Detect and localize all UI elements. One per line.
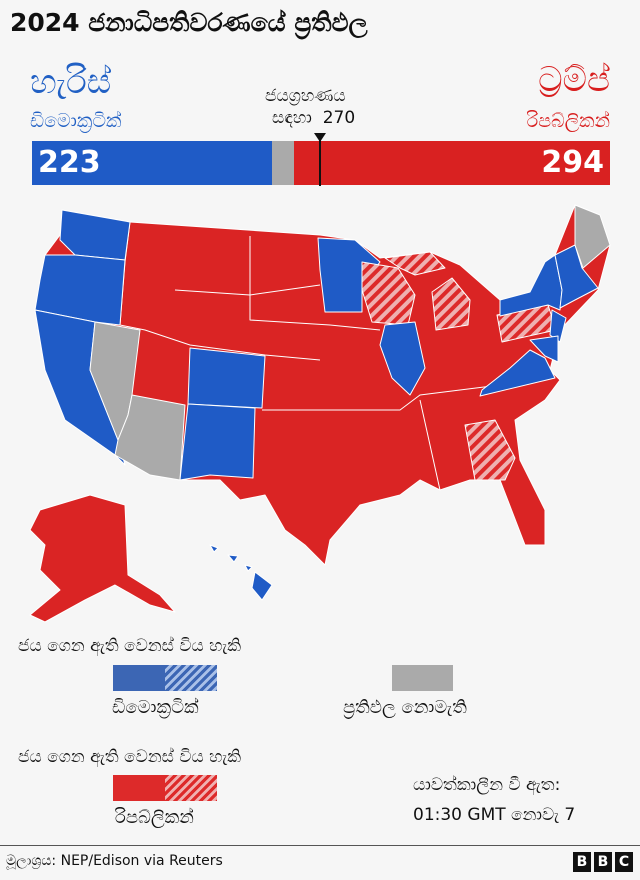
state-HI: [209, 544, 273, 601]
state-MI-upper: [384, 251, 446, 276]
dem-bar-segment: [32, 141, 272, 185]
legend-none-label: ප්‍රතිඵල නොමැති: [343, 697, 467, 718]
threshold-label: ජයග්‍රහණය: [265, 86, 346, 106]
state-AZ: [114, 394, 186, 481]
state-NJ: [549, 309, 567, 343]
threshold-for: සඳහා: [272, 108, 312, 128]
state-AK: [29, 494, 176, 623]
state-borders-3: [174, 284, 321, 296]
dem-party-label: ඩිමොක්‍රටික්: [30, 110, 122, 132]
state-borders-5: [419, 399, 441, 491]
state-ME: [574, 204, 611, 269]
state-OR: [34, 254, 126, 326]
state-NM: [179, 403, 256, 481]
footer-divider: [0, 845, 640, 846]
legend-dem-won-swatch: [113, 665, 165, 691]
state-MD-DE: [529, 335, 559, 363]
page-title: 2024 ජනාධිපතිවරණයේ ප්‍රතිඵල: [10, 8, 368, 37]
state-CO: [187, 347, 266, 409]
rep-party-label: රිපබ්ලිකන්: [526, 110, 610, 132]
rep-votes: 294: [541, 145, 604, 180]
rep-candidate-name: ට්‍රම්ප්: [538, 60, 610, 100]
state-GA: [464, 419, 516, 481]
legend-rep-won-swatch: [113, 775, 165, 801]
legend-dem-projected-swatch: [165, 665, 217, 691]
state-IL: [379, 321, 426, 396]
legend-none-swatch: [392, 665, 453, 691]
legend-rep-header: ජය ගෙන ඇති වෙනස් විය හැකි: [18, 747, 242, 767]
dem-votes: 223: [38, 145, 101, 180]
legend-rep-label: රිපබ්ලිකන්: [115, 807, 194, 828]
threshold-marker-arrow-icon: [314, 133, 326, 142]
state-MN: [317, 237, 381, 313]
legend-dem-label: ඩිමොක්‍රටික්: [112, 697, 199, 718]
legend-rep-projected-swatch: [165, 775, 217, 801]
legend-dem-header: ජය ගෙන ඇති වෙනස් විය හැකි: [18, 636, 242, 656]
updated-time: 01:30 GMT නොවැ 7: [413, 805, 576, 825]
us-map: [29, 204, 611, 623]
updated-label: යාවත්කාලීන වී ඇත:: [413, 775, 561, 795]
threshold-marker-line: [319, 134, 321, 186]
state-borders-4: [262, 384, 501, 411]
source-text: මූලාශ්‍රය: NEP/Edison via Reuters: [6, 853, 223, 869]
state-VA: [479, 349, 556, 397]
undecided-bar-segment: [271, 141, 295, 185]
electoral-vote-bar: 223 294: [32, 141, 610, 185]
state-NY: [499, 254, 563, 317]
dem-candidate-name: හැරිස්: [30, 62, 112, 102]
rep-bar-segment: [294, 141, 610, 185]
state-MI: [431, 277, 471, 331]
threshold-label-2: සඳහා 270: [272, 108, 355, 128]
state-borders-2: [249, 236, 381, 331]
threshold-value: 270: [322, 108, 356, 128]
